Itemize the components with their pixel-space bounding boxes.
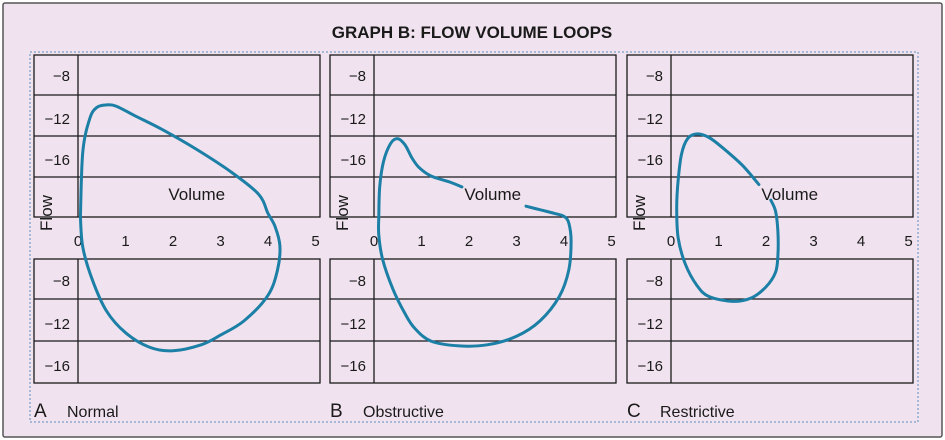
y-tick-label: −8: [53, 273, 70, 290]
x-tick-label: 3: [512, 233, 520, 250]
y-axis-label: Flow: [37, 194, 56, 231]
y-tick-label: −8: [646, 68, 663, 85]
lower-grid-frame: [626, 258, 914, 384]
x-tick-label: 1: [714, 233, 722, 250]
x-tick-label: 0: [370, 233, 378, 250]
x-axis-label: Volume: [464, 185, 521, 204]
y-tick-label: −12: [638, 111, 663, 128]
x-tick-label: 0: [667, 233, 675, 250]
panel-c: −8 −12 −16 −8 −12 −16 0 1 2 3 4 5 Flow Volume C Restric…: [626, 54, 914, 422]
x-axis-label: Volume: [168, 185, 225, 204]
y-tick-label: −16: [638, 358, 663, 375]
figure-title: GRAPH B: FLOW VOLUME LOOPS: [332, 23, 613, 42]
panel-name: Restrictive: [660, 404, 735, 421]
panel-name: Obstructive: [363, 404, 444, 421]
y-tick-label: −16: [45, 358, 70, 375]
x-tick-label: 5: [607, 233, 615, 250]
series-line: [376, 204, 573, 348]
y-tick-label: −12: [638, 316, 663, 333]
panel-a: −8 −12 −16 −8 −12 −16 0 1 2 3 4 5 Flow Volume A Normal: [33, 54, 321, 422]
y-tick-label: −16: [45, 152, 70, 169]
x-tick-label: 2: [169, 233, 177, 250]
y-tick-label: −12: [341, 111, 366, 128]
panel-name: Normal: [67, 404, 119, 421]
panel-letter: C: [627, 401, 641, 422]
dotted-frame: [29, 51, 919, 423]
y-tick-label: −8: [646, 273, 663, 290]
lower-grid-frame: [329, 258, 617, 384]
x-tick-label: 1: [417, 233, 425, 250]
series-line: [78, 103, 282, 353]
x-tick-label: 4: [857, 233, 865, 250]
x-tick-label: 3: [216, 233, 224, 250]
panel-letter: A: [34, 401, 47, 422]
y-tick-label: −12: [45, 316, 70, 333]
x-tick-label: 5: [311, 233, 319, 250]
x-tick-label: 1: [121, 233, 129, 250]
y-tick-label: −8: [349, 273, 366, 290]
y-tick-label: −16: [341, 152, 366, 169]
x-tick-label: 0: [74, 233, 82, 250]
series-line: [377, 137, 464, 219]
x-tick-label: 4: [264, 233, 272, 250]
x-axis-label: Volume: [761, 185, 818, 204]
lower-grid-frame: [33, 258, 321, 384]
y-axis-label: Flow: [630, 194, 649, 231]
y-tick-label: −16: [638, 152, 663, 169]
x-tick-label: 2: [465, 233, 473, 250]
x-tick-label: 5: [904, 233, 912, 250]
y-tick-label: −16: [341, 358, 366, 375]
y-tick-label: −12: [45, 111, 70, 128]
y-tick-label: −8: [349, 68, 366, 85]
y-axis-label: Flow: [333, 194, 352, 231]
x-tick-label: 2: [762, 233, 770, 250]
panel-b: −8 −12 −16 −8 −12 −16 0 1 2 3 4 5 Flow Volume B Obstruc…: [329, 54, 617, 422]
series-line: [675, 132, 780, 303]
y-tick-label: −8: [53, 68, 70, 85]
panel-letter: B: [330, 401, 343, 422]
x-tick-label: 4: [560, 233, 568, 250]
x-tick-label: 3: [809, 233, 817, 250]
y-tick-label: −12: [341, 316, 366, 333]
